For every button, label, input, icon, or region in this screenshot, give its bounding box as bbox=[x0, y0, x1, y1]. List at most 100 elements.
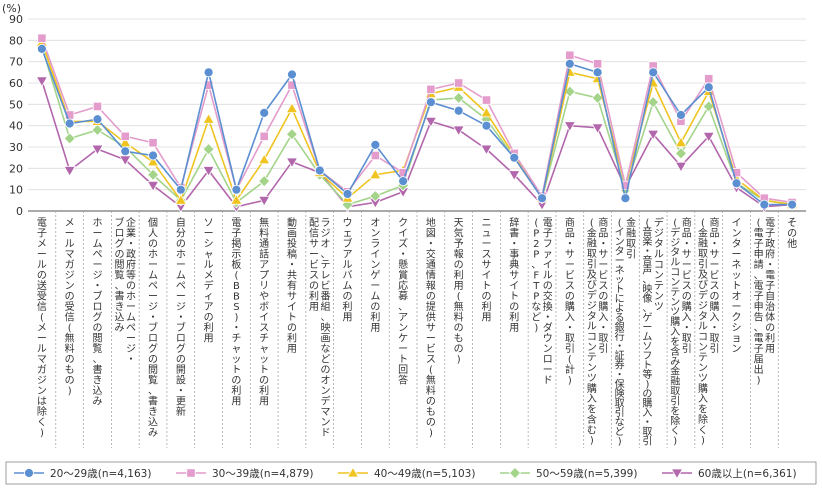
data-point bbox=[230, 194, 243, 205]
category-char: ス bbox=[309, 271, 319, 282]
legend-marker bbox=[24, 468, 34, 478]
category-char: ・ bbox=[615, 370, 625, 381]
category-char: 購 bbox=[587, 382, 597, 395]
category-char: ム bbox=[148, 270, 158, 282]
category-char: そ bbox=[787, 217, 797, 229]
category-char: ロ bbox=[176, 334, 186, 345]
category-char: 映 bbox=[321, 322, 331, 334]
data-point bbox=[146, 180, 160, 192]
category-char: 電 bbox=[765, 217, 775, 229]
data-point bbox=[64, 118, 75, 129]
category-char: 保 bbox=[615, 378, 625, 391]
data-point bbox=[202, 112, 215, 124]
data-point bbox=[287, 80, 297, 90]
category-char: ロ bbox=[543, 355, 553, 366]
category-char: ド bbox=[543, 376, 553, 387]
category-char: ア bbox=[343, 250, 353, 261]
data-point bbox=[452, 125, 465, 137]
category-char: 地 bbox=[426, 216, 436, 229]
category-char: ト bbox=[259, 365, 269, 376]
category-char: ジ bbox=[126, 344, 136, 355]
category-char: ー bbox=[682, 260, 692, 271]
category-char: メ bbox=[37, 239, 47, 250]
category-char: ア bbox=[204, 302, 214, 313]
category-char: 電 bbox=[754, 228, 764, 240]
category-char: 送 bbox=[37, 279, 47, 292]
category-char: ビ bbox=[426, 343, 436, 355]
category-char: 信 bbox=[37, 301, 47, 313]
legend-marker bbox=[186, 468, 196, 478]
category-char: ン bbox=[654, 271, 664, 282]
category-char: 2 bbox=[533, 239, 539, 250]
category-char: マ bbox=[65, 250, 75, 261]
category-char: ー bbox=[204, 229, 214, 240]
category-char: の bbox=[370, 302, 380, 313]
category-char: ャ bbox=[259, 344, 269, 355]
category-char: 辞 bbox=[509, 216, 519, 229]
category-char: ン bbox=[398, 323, 408, 334]
data-point bbox=[257, 195, 271, 207]
category-char: 無 bbox=[454, 300, 464, 313]
category-char: に bbox=[615, 293, 625, 305]
category-char: ( bbox=[429, 365, 433, 376]
category-char: 個 bbox=[148, 216, 158, 229]
category-char: ペ bbox=[126, 323, 136, 334]
data-point bbox=[285, 128, 299, 141]
category-char: の bbox=[765, 323, 775, 334]
category-char: 政 bbox=[765, 237, 775, 250]
category-char: サ bbox=[598, 249, 608, 261]
legend-label: 50～59歳(n=5,399) bbox=[536, 468, 637, 480]
category-char: 引 bbox=[698, 258, 708, 270]
category-char: ソ bbox=[204, 218, 214, 229]
category-char: ン bbox=[370, 260, 380, 271]
category-char: ウ bbox=[343, 217, 353, 229]
category-char: 覧 bbox=[92, 343, 102, 355]
category-char: ・ bbox=[682, 323, 692, 334]
category-char: の bbox=[710, 292, 720, 303]
category-char: ネ bbox=[732, 259, 742, 271]
category-char: 品 bbox=[682, 228, 692, 240]
category-char: 出 bbox=[754, 363, 764, 376]
category-char: レ bbox=[321, 271, 331, 282]
category-char: 品 bbox=[710, 228, 720, 240]
category-char: サ bbox=[710, 249, 720, 261]
category-char: の bbox=[309, 281, 319, 292]
category-char: 閲 bbox=[148, 364, 158, 376]
category-char: 用 bbox=[343, 313, 353, 324]
category-char: 含 bbox=[587, 413, 597, 426]
category-char: ル bbox=[65, 239, 75, 250]
category-char: 組 bbox=[321, 300, 331, 313]
category-char: の bbox=[565, 292, 575, 303]
legend-marker bbox=[346, 466, 360, 478]
category-char: 典 bbox=[509, 258, 519, 271]
category-char: ) bbox=[757, 376, 761, 387]
category-char: 交 bbox=[543, 290, 553, 303]
data-point bbox=[63, 166, 76, 177]
category-char: 書 bbox=[115, 290, 125, 303]
category-char: 音 bbox=[642, 254, 652, 267]
category-char: ン bbox=[732, 344, 742, 355]
category-char: ン bbox=[370, 229, 380, 240]
data-point bbox=[35, 76, 49, 88]
category-char: ・ bbox=[710, 239, 720, 250]
data-point bbox=[537, 193, 547, 204]
data-point bbox=[620, 193, 631, 204]
category-char: ク bbox=[732, 312, 742, 324]
category-char: ス bbox=[481, 250, 491, 261]
y-tick-label: 30 bbox=[9, 141, 23, 154]
data-point bbox=[731, 178, 742, 189]
category-char: テ bbox=[587, 353, 597, 364]
category-char: 番 bbox=[321, 291, 331, 303]
category-char: 取 bbox=[587, 248, 597, 260]
category-char: く bbox=[37, 418, 47, 429]
category-char: ) bbox=[429, 428, 433, 439]
category-char: ) bbox=[457, 355, 461, 366]
category-char: タ bbox=[670, 247, 680, 259]
category-char: ン bbox=[587, 363, 597, 374]
data-point bbox=[92, 114, 103, 125]
